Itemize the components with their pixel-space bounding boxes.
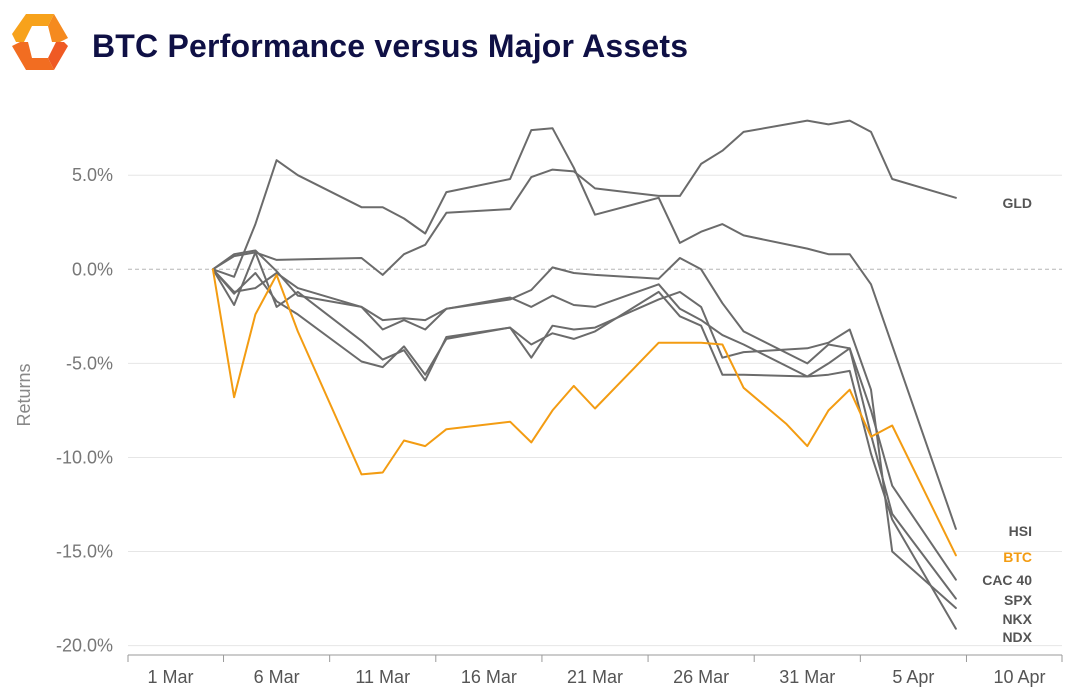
series-line-hsi — [211, 127, 957, 530]
series-line-ndx — [211, 268, 957, 630]
series-line-gld — [211, 119, 957, 276]
series-lines — [211, 119, 957, 630]
x-tick-label: 6 Mar — [254, 667, 300, 687]
series-label-btc: BTC — [1003, 549, 1032, 565]
x-tick-label: 11 Mar — [355, 667, 410, 687]
x-tick-label: 5 Apr — [892, 667, 934, 687]
y-tick-label: -15.0% — [56, 542, 113, 562]
x-tick-label: 21 Mar — [567, 667, 623, 687]
logo-segment-right — [48, 14, 68, 42]
x-tick-label: 16 Mar — [461, 667, 517, 687]
brand-logo-icon — [12, 14, 68, 70]
series-line-btc — [211, 268, 957, 557]
series-line-spx — [211, 268, 957, 600]
x-axis-ticks: 1 Mar 6 Mar 11 Mar 16 Mar 21 Mar 26 Mar 31 Mar… — [127, 655, 1063, 687]
series-label-hsi: HSI — [1009, 523, 1032, 539]
x-tick-label: 31 Mar — [779, 667, 835, 687]
y-axis-ticks: 5.0% 0.0% -5.0% -10.0% -15.0% -20.0% — [56, 165, 113, 655]
series-line-nkx — [211, 251, 957, 609]
series-label-cac-40: CAC 40 — [982, 572, 1032, 588]
logo-segment-top — [12, 14, 54, 42]
y-tick-label: -10.0% — [56, 447, 113, 467]
series-line-cac-40 — [211, 249, 957, 581]
x-tick-label: 1 Mar — [147, 667, 193, 687]
y-tick-label: -5.0% — [66, 353, 113, 373]
logo-segment-bottom-right — [48, 42, 68, 70]
y-tick-label: 0.0% — [72, 259, 113, 279]
series-labels: GLD HSI BTC CAC 40 SPX NKX NDX — [982, 195, 1032, 645]
page-title: BTC Performance versus Major Assets — [92, 28, 689, 64]
y-tick-label: 5.0% — [72, 165, 113, 185]
logo-segment-bottom-left — [12, 42, 54, 70]
y-axis-title: Returns — [14, 363, 34, 426]
series-label-ndx: NDX — [1002, 629, 1032, 645]
series-label-nkx: NKX — [1002, 611, 1032, 627]
x-tick-label: 10 Apr — [994, 667, 1046, 687]
series-label-spx: SPX — [1004, 592, 1033, 608]
chart-header: BTC Performance versus Major Assets — [8, 6, 1058, 72]
x-tick-label: 26 Mar — [673, 667, 729, 687]
series-label-gld: GLD — [1002, 195, 1032, 211]
gridlines — [128, 174, 1062, 647]
y-tick-label: -20.0% — [56, 636, 113, 656]
